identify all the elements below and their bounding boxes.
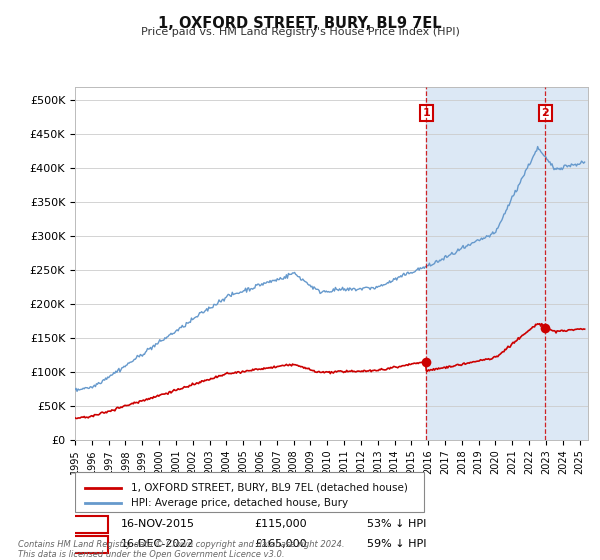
Text: £165,000: £165,000 (254, 539, 307, 549)
Text: HPI: Average price, detached house, Bury: HPI: Average price, detached house, Bury (131, 498, 349, 508)
Text: £115,000: £115,000 (254, 519, 307, 529)
FancyBboxPatch shape (70, 516, 109, 533)
Text: 2: 2 (85, 539, 93, 549)
Text: Price paid vs. HM Land Registry's House Price Index (HPI): Price paid vs. HM Land Registry's House … (140, 27, 460, 37)
Text: 53% ↓ HPI: 53% ↓ HPI (367, 519, 427, 529)
Text: 1: 1 (85, 519, 93, 529)
Text: 1, OXFORD STREET, BURY, BL9 7EL (detached house): 1, OXFORD STREET, BURY, BL9 7EL (detache… (131, 483, 409, 493)
Text: 1, OXFORD STREET, BURY, BL9 7EL: 1, OXFORD STREET, BURY, BL9 7EL (158, 16, 442, 31)
Text: 2: 2 (541, 108, 549, 118)
Bar (75, 472, 424, 512)
Text: 16-NOV-2015: 16-NOV-2015 (121, 519, 195, 529)
Text: 16-DEC-2022: 16-DEC-2022 (121, 539, 195, 549)
Text: Contains HM Land Registry data © Crown copyright and database right 2024.
This d: Contains HM Land Registry data © Crown c… (18, 540, 344, 559)
FancyBboxPatch shape (70, 535, 109, 553)
Text: 1: 1 (422, 108, 430, 118)
Bar (426, 87, 600, 440)
Text: 59% ↓ HPI: 59% ↓ HPI (367, 539, 427, 549)
